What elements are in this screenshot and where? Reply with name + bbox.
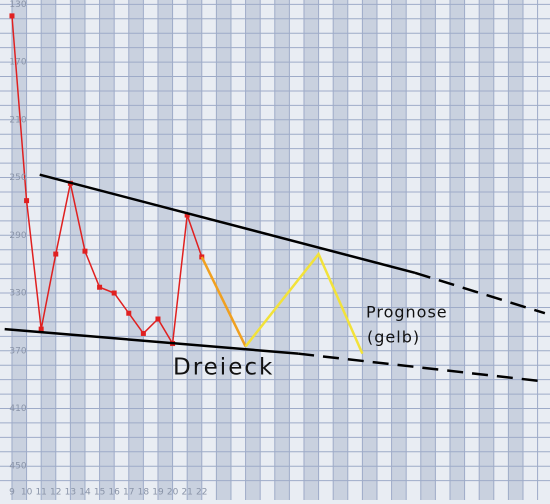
series-line [244,251,364,355]
y-tick-label: 330 [9,289,26,299]
y-tick-label: 290 [9,231,26,241]
point-marker [155,316,161,322]
y-tick-label: 210 [9,115,26,125]
x-tick-label: 19 [152,488,164,498]
x-tick-label: 10 [21,488,33,498]
point-marker [184,212,190,218]
series-line [298,352,541,383]
point-marker [97,284,103,290]
point-marker [9,13,15,19]
x-tick-label: 18 [138,488,150,498]
y-tick-label: 450 [9,462,26,472]
x-tick-label: 21 [181,488,192,498]
y-tick-label: 410 [9,404,26,414]
x-tick-label: 13 [65,488,76,498]
annotation: (gelb) [367,328,420,347]
x-tick-label: 14 [79,488,91,498]
series-line [39,173,416,275]
x-tick-label: 15 [94,488,105,498]
point-marker [38,326,44,332]
y-tick-label: 370 [9,346,26,356]
point-marker [111,290,117,296]
x-tick-label: 12 [50,488,61,498]
y-tick-label: 130 [9,0,26,10]
point-marker [140,330,146,336]
x-tick-label: 17 [123,488,134,498]
series-layer [4,13,546,383]
tick-labels: 130 170 210 250 290 330 370 410 450 9 10 11 12 13 14 15… [9,0,207,498]
series-line [11,15,203,346]
annotation: Prognose [366,303,448,322]
series-line [200,256,247,347]
x-tick-label: 22 [196,488,207,498]
series-line [4,327,299,355]
y-tick-label: 250 [9,173,26,183]
x-tick-label: 20 [167,488,179,498]
series-line [414,271,546,315]
annotation: Dreieck [173,355,274,381]
point-marker [82,248,88,254]
point-marker [53,251,59,257]
x-tick-label: 9 [9,488,15,498]
x-tick-label: 16 [108,488,120,498]
y-tick-label: 170 [9,58,26,68]
x-tick-label: 11 [35,488,46,498]
point-marker [24,198,30,204]
point-marker [126,310,132,316]
